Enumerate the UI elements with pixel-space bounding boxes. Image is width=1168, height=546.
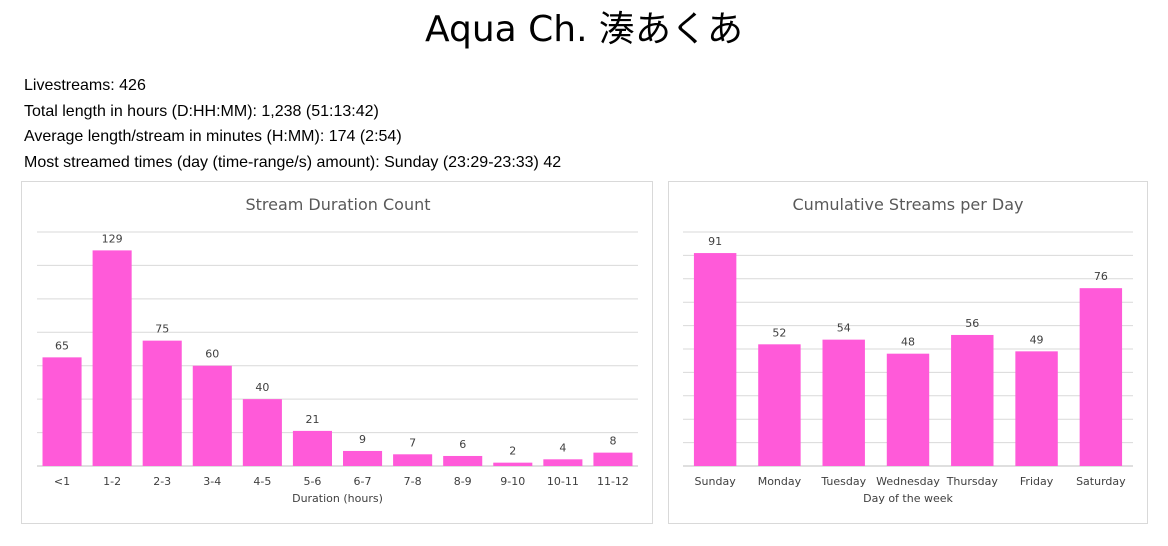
- data-label: 9: [359, 433, 366, 446]
- bar: [192, 365, 232, 466]
- chart-cumulative-streams-per-day: Cumulative Streams per Day 91 Sunday 52 Mond…: [668, 181, 1148, 524]
- bar: [92, 250, 132, 466]
- x-tick-label: Wednesday: [876, 475, 940, 488]
- data-label: 8: [609, 435, 616, 448]
- data-label: 4: [559, 441, 566, 454]
- chart-svg-duration: Stream Duration Count 65 <1 129 1-2 75 2-3 60 3-…: [37, 195, 638, 505]
- x-tick-label: 4-5: [253, 475, 271, 488]
- data-label: 7: [409, 436, 416, 449]
- x-tick-label: 5-6: [303, 475, 321, 488]
- data-label: 60: [205, 348, 219, 361]
- x-tick-label: 2-3: [153, 475, 171, 488]
- data-label: 65: [55, 339, 69, 352]
- x-tick-label: 7-8: [404, 475, 422, 488]
- x-tick-label: 3-4: [203, 475, 221, 488]
- bar: [443, 455, 483, 466]
- chart-title: Cumulative Streams per Day: [793, 195, 1024, 214]
- data-label: 2: [509, 445, 516, 458]
- data-label: 56: [965, 317, 979, 330]
- x-tick-label: 6-7: [354, 475, 372, 488]
- stats-summary: Livestreams: 426 Total length in hours (…: [24, 73, 561, 175]
- x-tick-label: Friday: [1020, 475, 1054, 488]
- x-tick-label: Monday: [758, 475, 802, 488]
- data-label: 54: [837, 322, 851, 335]
- bar: [822, 339, 865, 466]
- chart-stream-duration-count: Stream Duration Count 65 <1 129 1-2 75 2-3 60 3-…: [21, 181, 653, 524]
- bar: [951, 334, 994, 466]
- x-tick-label: Tuesday: [820, 475, 866, 488]
- data-label: 52: [772, 326, 786, 339]
- chart-svg-days: Cumulative Streams per Day 91 Sunday 52 Mond…: [683, 195, 1133, 505]
- bar: [1015, 351, 1058, 466]
- chart-title: Stream Duration Count: [245, 195, 430, 214]
- stat-total-length: Total length in hours (D:HH:MM): 1,238 (…: [24, 102, 379, 120]
- data-label: 91: [708, 235, 722, 248]
- x-tick-label: Saturday: [1076, 475, 1126, 488]
- bar: [142, 340, 182, 466]
- page-title: Aqua Ch. 湊あくあ: [424, 9, 743, 50]
- data-label: 40: [255, 381, 269, 394]
- x-axis-title: Day of the week: [863, 492, 953, 505]
- x-tick-label: 9-10: [500, 475, 525, 488]
- stat-livestreams: Livestreams: 426: [24, 77, 146, 94]
- x-tick-label: 11-12: [597, 475, 629, 488]
- stat-average-length: Average length/stream in minutes (H:MM):…: [24, 128, 402, 145]
- data-label: 21: [305, 413, 319, 426]
- x-tick-label: <1: [54, 475, 70, 488]
- x-tick-label: 1-2: [103, 475, 121, 488]
- data-label: 76: [1094, 270, 1108, 283]
- x-tick-label: 10-11: [547, 475, 579, 488]
- bar: [543, 459, 583, 466]
- data-label: 129: [102, 232, 123, 245]
- bar: [42, 357, 82, 466]
- x-tick-label: Sunday: [695, 475, 737, 488]
- x-tick-label: 8-9: [454, 475, 472, 488]
- x-tick-label: Thursday: [946, 475, 999, 488]
- bar: [242, 399, 282, 466]
- bar: [393, 454, 433, 466]
- bar: [758, 344, 801, 466]
- data-label: 49: [1030, 333, 1044, 346]
- x-axis-title: Duration (hours): [292, 492, 383, 505]
- bar: [292, 430, 332, 466]
- bar: [593, 452, 633, 466]
- stat-most-streamed: Most streamed times (day (time-range/s) …: [24, 153, 562, 171]
- bar: [886, 353, 930, 466]
- bar: [493, 462, 533, 466]
- data-label: 75: [155, 323, 169, 336]
- data-label: 48: [901, 336, 915, 349]
- data-label: 6: [459, 438, 466, 451]
- bar: [343, 450, 383, 466]
- bar: [693, 253, 737, 466]
- bar: [1079, 288, 1123, 466]
